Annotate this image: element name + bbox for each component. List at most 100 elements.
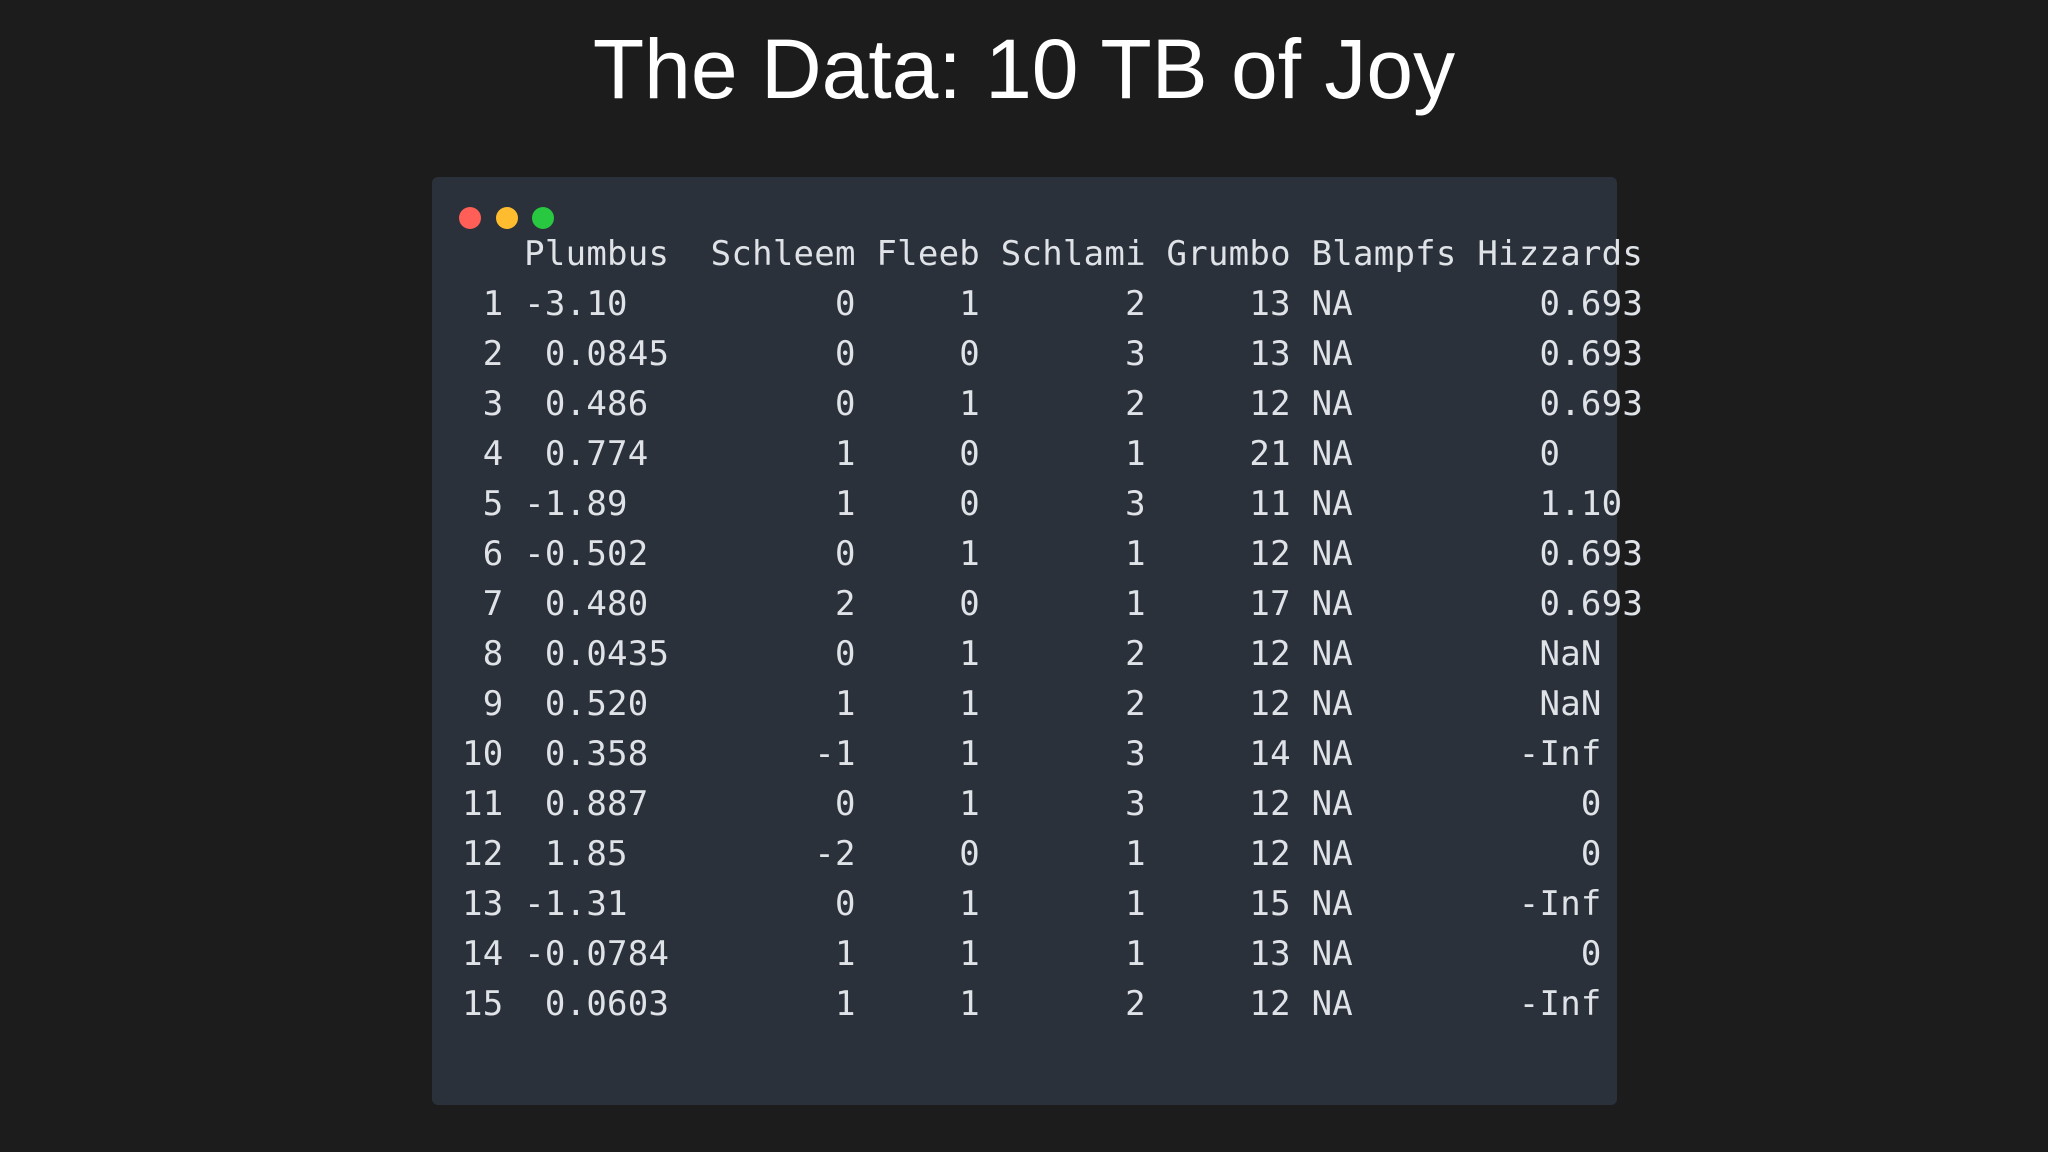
cell-grumbo: 12 xyxy=(1145,634,1291,674)
cell-blampfs: NA xyxy=(1290,684,1457,724)
cell-schleem: 0 xyxy=(689,884,856,924)
cell-fleeb: 1 xyxy=(855,284,981,324)
cell-schleem: 1 xyxy=(689,984,856,1024)
cell-schleem: 1 xyxy=(689,684,856,724)
cell-hizzards: 0 xyxy=(1456,434,1644,474)
cell-grumbo: 13 xyxy=(1145,934,1291,974)
cell-blampfs: NA xyxy=(1290,384,1457,424)
cell-plumbus: 0.486 xyxy=(524,384,690,424)
cell-hizzards: 0.693 xyxy=(1456,534,1644,574)
cell-fleeb: 0 xyxy=(855,834,981,874)
column-header-blampfs: Blampfs xyxy=(1290,234,1457,274)
cell-schleem: -1 xyxy=(689,734,856,774)
cell-grumbo: 12 xyxy=(1145,984,1291,1024)
row-index: 15 xyxy=(462,984,525,1024)
table-row: 2 0.0845 0 0 3 13 NA 0.693 xyxy=(462,329,1643,379)
cell-hizzards: 1.10 xyxy=(1456,484,1644,524)
cell-blampfs: NA xyxy=(1290,984,1457,1024)
cell-fleeb: 0 xyxy=(855,334,981,374)
cell-plumbus: -0.502 xyxy=(524,534,690,574)
table-row: 3 0.486 0 1 2 12 NA 0.693 xyxy=(462,379,1643,429)
cell-plumbus: 1.85 xyxy=(524,834,690,874)
cell-schleem: 1 xyxy=(689,434,856,474)
cell-grumbo: 13 xyxy=(1145,284,1291,324)
cell-schleem: 0 xyxy=(689,334,856,374)
cell-schlami: 2 xyxy=(980,634,1146,674)
table-row: 1 -3.10 0 1 2 13 NA 0.693 xyxy=(462,279,1643,329)
row-index: 9 xyxy=(462,684,525,724)
table-row: 9 0.520 1 1 2 12 NA NaN xyxy=(462,679,1643,729)
cell-schlami: 2 xyxy=(980,984,1146,1024)
row-index: 5 xyxy=(462,484,525,524)
cell-hizzards: 0.693 xyxy=(1456,284,1644,324)
cell-schleem: 1 xyxy=(689,934,856,974)
cell-hizzards: 0.693 xyxy=(1456,334,1644,374)
row-index: 7 xyxy=(462,584,525,624)
table-row: 12 1.85 -2 0 1 12 NA 0 xyxy=(462,829,1643,879)
cell-blampfs: NA xyxy=(1290,734,1457,774)
cell-plumbus: -1.31 xyxy=(524,884,690,924)
slide-title: The Data: 10 TB of Joy xyxy=(592,22,1456,116)
row-index: 8 xyxy=(462,634,525,674)
cell-hizzards: NaN xyxy=(1456,634,1644,674)
cell-fleeb: 0 xyxy=(855,584,981,624)
cell-grumbo: 13 xyxy=(1145,334,1291,374)
cell-blampfs: NA xyxy=(1290,784,1457,824)
table-row: 10 0.358 -1 1 3 14 NA -Inf xyxy=(462,729,1643,779)
cell-schleem: 0 xyxy=(689,284,856,324)
cell-schlami: 2 xyxy=(980,684,1146,724)
cell-schleem: -2 xyxy=(689,834,856,874)
cell-plumbus: 0.358 xyxy=(524,734,690,774)
cell-blampfs: NA xyxy=(1290,634,1457,674)
cell-fleeb: 1 xyxy=(855,384,981,424)
cell-schlami: 3 xyxy=(980,484,1146,524)
cell-plumbus: 0.480 xyxy=(524,584,690,624)
cell-grumbo: 12 xyxy=(1145,834,1291,874)
cell-grumbo: 17 xyxy=(1145,584,1291,624)
cell-hizzards: -Inf xyxy=(1456,884,1644,924)
cell-hizzards: 0 xyxy=(1456,934,1644,974)
table-row: 6 -0.502 0 1 1 12 NA 0.693 xyxy=(462,529,1643,579)
table-row: 8 0.0435 0 1 2 12 NA NaN xyxy=(462,629,1643,679)
cell-blampfs: NA xyxy=(1290,334,1457,374)
cell-blampfs: NA xyxy=(1290,884,1457,924)
table-row: 13 -1.31 0 1 1 15 NA -Inf xyxy=(462,879,1643,929)
cell-grumbo: 15 xyxy=(1145,884,1291,924)
cell-blampfs: NA xyxy=(1290,934,1457,974)
header-index-spacer xyxy=(462,234,524,274)
cell-schleem: 0 xyxy=(689,384,856,424)
cell-plumbus: -3.10 xyxy=(524,284,690,324)
cell-schlami: 3 xyxy=(980,334,1146,374)
maximize-dot-icon[interactable] xyxy=(532,207,554,229)
table-header: Plumbus Schleem Fleeb Schlami Grumbo Bla… xyxy=(462,229,1643,279)
cell-plumbus: -1.89 xyxy=(524,484,690,524)
cell-schlami: 2 xyxy=(980,384,1146,424)
close-dot-icon[interactable] xyxy=(459,207,481,229)
row-index: 2 xyxy=(462,334,525,374)
cell-fleeb: 1 xyxy=(855,784,981,824)
cell-fleeb: 0 xyxy=(855,434,981,474)
column-header-fleeb: Fleeb xyxy=(855,234,981,274)
row-index: 14 xyxy=(462,934,525,974)
cell-blampfs: NA xyxy=(1290,284,1457,324)
column-header-schleem: Schleem xyxy=(689,234,856,274)
cell-hizzards: 0.693 xyxy=(1456,584,1644,624)
column-header-plumbus: Plumbus xyxy=(524,234,690,274)
cell-schleem: 0 xyxy=(689,784,856,824)
row-index: 1 xyxy=(462,284,525,324)
cell-plumbus: 0.0603 xyxy=(524,984,690,1024)
cell-schleem: 0 xyxy=(689,534,856,574)
cell-grumbo: 14 xyxy=(1145,734,1291,774)
cell-schlami: 1 xyxy=(980,534,1146,574)
cell-grumbo: 12 xyxy=(1145,384,1291,424)
cell-plumbus: 0.774 xyxy=(524,434,690,474)
cell-plumbus: -0.0784 xyxy=(524,934,690,974)
table-row: 14 -0.0784 1 1 1 13 NA 0 xyxy=(462,929,1643,979)
cell-hizzards: -Inf xyxy=(1456,734,1644,774)
row-index: 11 xyxy=(462,784,525,824)
row-index: 4 xyxy=(462,434,525,474)
cell-plumbus: 0.0845 xyxy=(524,334,690,374)
cell-grumbo: 12 xyxy=(1145,684,1291,724)
minimize-dot-icon[interactable] xyxy=(496,207,518,229)
cell-schlami: 3 xyxy=(980,784,1146,824)
